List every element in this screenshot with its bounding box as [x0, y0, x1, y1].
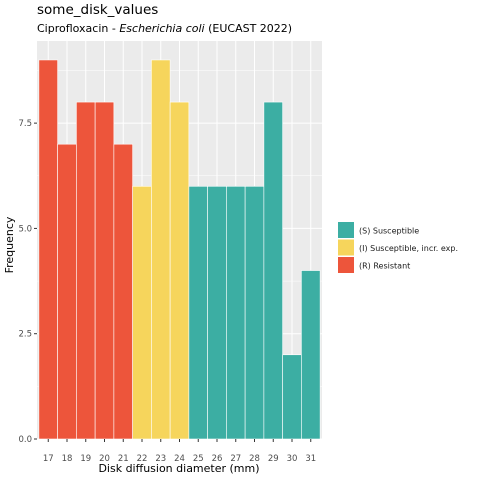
- x-tick-label: 25: [193, 454, 204, 464]
- subtitle-prefix: Ciprofloxacin -: [37, 22, 119, 35]
- legend-key-S: [338, 222, 354, 238]
- x-tick-label: 18: [62, 454, 73, 464]
- y-tick-label: 5.0: [18, 224, 32, 234]
- x-tick-label: 17: [43, 454, 54, 464]
- x-tick-label: 23: [155, 454, 166, 464]
- x-tick-label: 20: [99, 454, 110, 464]
- x-tick-label: 28: [249, 454, 260, 464]
- bar-23: [151, 59, 171, 440]
- bar-30: [282, 354, 302, 440]
- x-tick-label: 19: [80, 454, 91, 464]
- bar-19: [76, 101, 96, 440]
- bar-17: [38, 59, 58, 440]
- x-tick-label: 21: [118, 454, 129, 464]
- x-tick-label: 29: [268, 454, 279, 464]
- x-tick-label: 30: [287, 454, 298, 464]
- bar-20: [94, 101, 115, 440]
- y-axis-title: Frequency: [3, 216, 16, 273]
- y-tick-label: 0.0: [18, 435, 32, 445]
- bar-31: [301, 270, 321, 440]
- legend: (S) Susceptible (I) Susceptible, incr. ex…: [338, 222, 458, 273]
- y-axis: 0.0 2.5 5.0 7.5: [18, 119, 37, 445]
- legend-key-I: [338, 239, 354, 256]
- x-tick-label: 24: [174, 454, 185, 464]
- chart-subtitle: Ciprofloxacin - Escherichia coli (EUCAST…: [37, 22, 292, 35]
- bars: [38, 59, 321, 440]
- legend-key-R: [338, 257, 354, 273]
- bar-28: [244, 186, 265, 440]
- chart-title: some_disk_values: [37, 2, 158, 18]
- legend-label-R: (R) Resistant: [359, 262, 410, 271]
- bar-22: [132, 186, 152, 440]
- bar-24: [169, 101, 190, 440]
- x-axis-title: Disk diffusion diameter (mm): [98, 462, 259, 475]
- x-tick-label: 22: [137, 454, 148, 464]
- bar-26: [207, 186, 227, 440]
- y-tick-label: 7.5: [18, 119, 32, 129]
- x-tick-label: 27: [230, 454, 241, 464]
- y-tick-label: 2.5: [18, 330, 32, 340]
- x-tick-label: 31: [305, 454, 316, 464]
- subtitle-suffix: (EUCAST 2022): [205, 22, 292, 35]
- bar-18: [57, 143, 77, 440]
- subtitle-organism: Escherichia coli: [119, 22, 204, 35]
- bar-27: [226, 186, 246, 440]
- legend-label-S: (S) Susceptible: [359, 227, 419, 236]
- legend-label-I: (I) Susceptible, incr. exp.: [359, 244, 458, 253]
- bar-21: [113, 143, 133, 440]
- x-axis: 17 18 19 20 21 22 23 24 25 26 27 28 29 30 31: [43, 439, 316, 464]
- x-tick-label: 26: [212, 454, 223, 464]
- bar-25: [188, 186, 208, 440]
- bar-29: [263, 101, 283, 440]
